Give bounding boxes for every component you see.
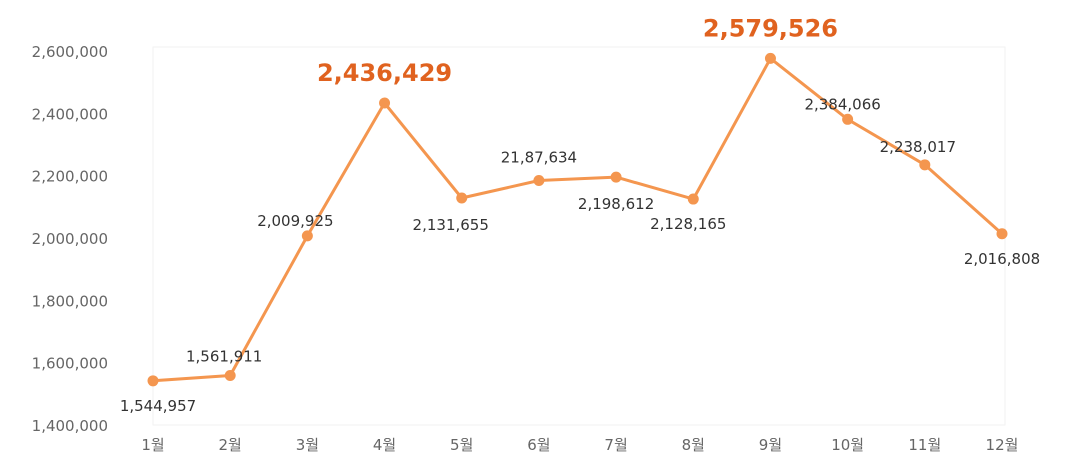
x-tick-label: 8월 (682, 436, 705, 454)
y-tick-label: 1,800,000 (32, 292, 108, 310)
plot-area (152, 46, 1006, 426)
data-points (147, 52, 1008, 387)
x-tick-label: 1월 (141, 436, 164, 454)
data-label: 2,128,165 (650, 215, 726, 233)
x-tick-label: 7월 (604, 436, 627, 454)
x-tick-label: 5월 (450, 436, 473, 454)
y-tick-label: 2,000,000 (32, 230, 108, 248)
y-tick-label: 2,400,000 (32, 105, 108, 123)
data-point (610, 171, 622, 183)
data-label: 2,198,612 (578, 195, 654, 213)
data-label: 2,238,017 (880, 138, 956, 156)
x-tick-label: 12월 (986, 436, 1019, 454)
data-label: 1,544,957 (120, 397, 196, 415)
x-tick-label: 11월 (908, 436, 941, 454)
x-tick-label: 4월 (373, 436, 396, 454)
data-label: 1,561,911 (186, 348, 262, 366)
data-point (147, 375, 159, 387)
series-line (152, 56, 1003, 383)
x-tick-label: 6월 (527, 436, 550, 454)
y-tick-label: 1,600,000 (32, 355, 108, 373)
data-point (842, 113, 854, 125)
data-point (456, 192, 468, 204)
y-axis: 1,400,000 1,600,000 1,800,000 2,000,000 2,20… (32, 43, 108, 435)
data-label: 2,131,655 (413, 216, 489, 234)
y-tick-label: 2,600,000 (32, 43, 108, 61)
data-point (533, 175, 545, 187)
data-point (996, 228, 1008, 240)
y-tick-label: 1,400,000 (32, 417, 108, 435)
x-tick-label: 3월 (296, 436, 319, 454)
data-point (919, 159, 931, 171)
data-point (764, 52, 776, 64)
data-point (301, 230, 313, 242)
data-label: 21,87,634 (501, 149, 577, 167)
x-tick-label: 10월 (831, 436, 864, 454)
data-label-highlight: 2,436,429 (317, 59, 452, 87)
data-labels: 1,544,957 1,561,911 2,009,925 2,436,429 2,13… (120, 14, 1040, 414)
data-point (379, 97, 391, 109)
y-tick-label: 2,200,000 (32, 168, 108, 186)
data-label-highlight: 2,579,526 (703, 14, 838, 42)
x-axis: 1월 2월 3월 4월 5월 6월 7월 8월 9월 10월 11월 12월 (141, 436, 1018, 454)
data-label: 2,009,925 (257, 212, 333, 230)
data-point (224, 370, 236, 382)
data-point (687, 193, 699, 205)
x-tick-label: 9월 (759, 436, 782, 454)
data-label: 2,384,066 (804, 95, 880, 113)
x-tick-label: 2월 (219, 436, 242, 454)
data-label: 2,016,808 (964, 250, 1040, 268)
